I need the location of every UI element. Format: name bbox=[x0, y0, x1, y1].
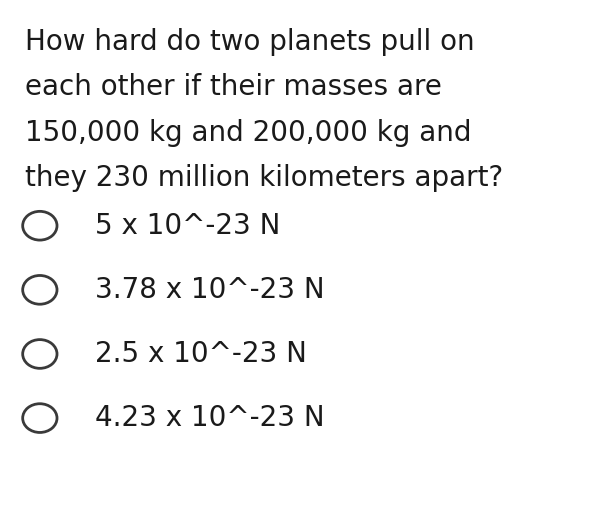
Text: 150,000 kg and 200,000 kg and: 150,000 kg and 200,000 kg and bbox=[25, 119, 471, 147]
Text: each other if their masses are: each other if their masses are bbox=[25, 73, 441, 102]
Text: How hard do two planets pull on: How hard do two planets pull on bbox=[25, 28, 474, 56]
Text: they 230 million kilometers apart?: they 230 million kilometers apart? bbox=[25, 164, 503, 192]
Text: 5 x 10^-23 N: 5 x 10^-23 N bbox=[95, 212, 280, 240]
Text: 3.78 x 10^-23 N: 3.78 x 10^-23 N bbox=[95, 276, 325, 304]
Text: 4.23 x 10^-23 N: 4.23 x 10^-23 N bbox=[95, 404, 325, 432]
Text: 2.5 x 10^-23 N: 2.5 x 10^-23 N bbox=[95, 340, 307, 368]
